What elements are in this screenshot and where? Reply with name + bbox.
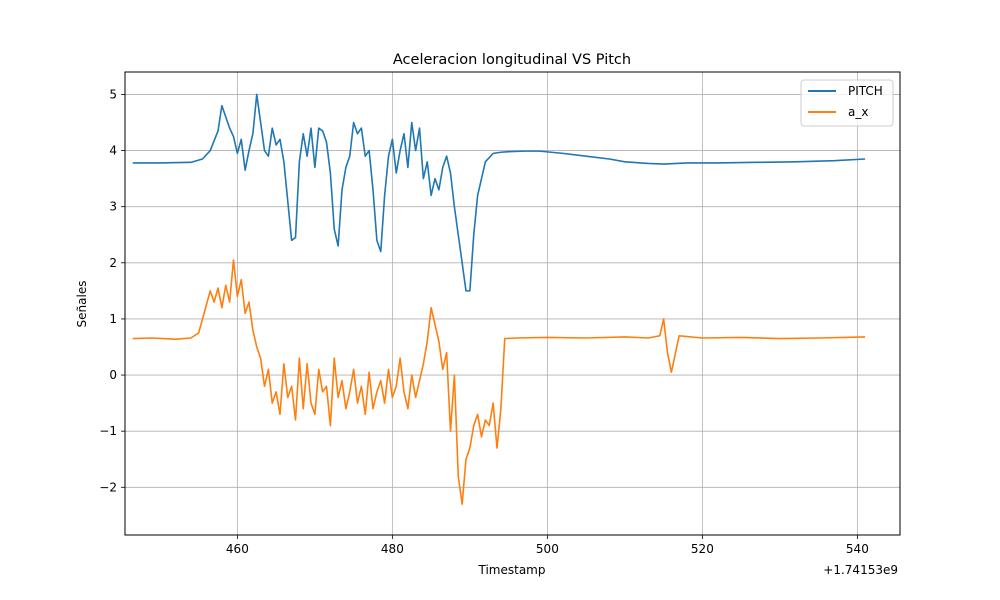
y-tick-label: −1	[99, 424, 117, 438]
x-tick-label: 520	[691, 542, 714, 556]
x-axis-title: Timestamp	[478, 563, 546, 577]
series-line-a-x	[132, 259, 866, 505]
x-tick-label: 500	[536, 542, 559, 556]
y-tick-label: 0	[109, 368, 117, 382]
plot-frame	[124, 71, 901, 536]
y-tick-label: 4	[109, 144, 117, 158]
x-tick-label: 540	[846, 542, 869, 556]
chart-title: Aceleracion longitudinal VS Pitch	[393, 52, 631, 68]
y-tick-label: 1	[109, 312, 117, 326]
legend: PITCH a_x	[800, 79, 894, 127]
x-offset-label: +1.74153e9	[823, 563, 898, 577]
legend-label-a-x: a_x	[848, 105, 868, 119]
x-tick-label: 460	[226, 542, 249, 556]
y-tick-label: 2	[109, 256, 117, 270]
series-line-pitch	[132, 93, 866, 292]
x-axis: 460 480 500 520 540	[226, 535, 869, 556]
y-axis: −2 −1 0 1 2 3 4 5	[99, 87, 125, 494]
y-axis-title: Señales	[75, 281, 89, 328]
legend-label-pitch: PITCH	[848, 84, 883, 98]
plot-lines	[132, 93, 866, 505]
x-tick-label: 480	[381, 542, 404, 556]
y-tick-label: 3	[109, 200, 117, 214]
grid	[125, 72, 900, 535]
y-tick-label: 5	[109, 87, 117, 101]
y-tick-label: −2	[99, 480, 117, 494]
